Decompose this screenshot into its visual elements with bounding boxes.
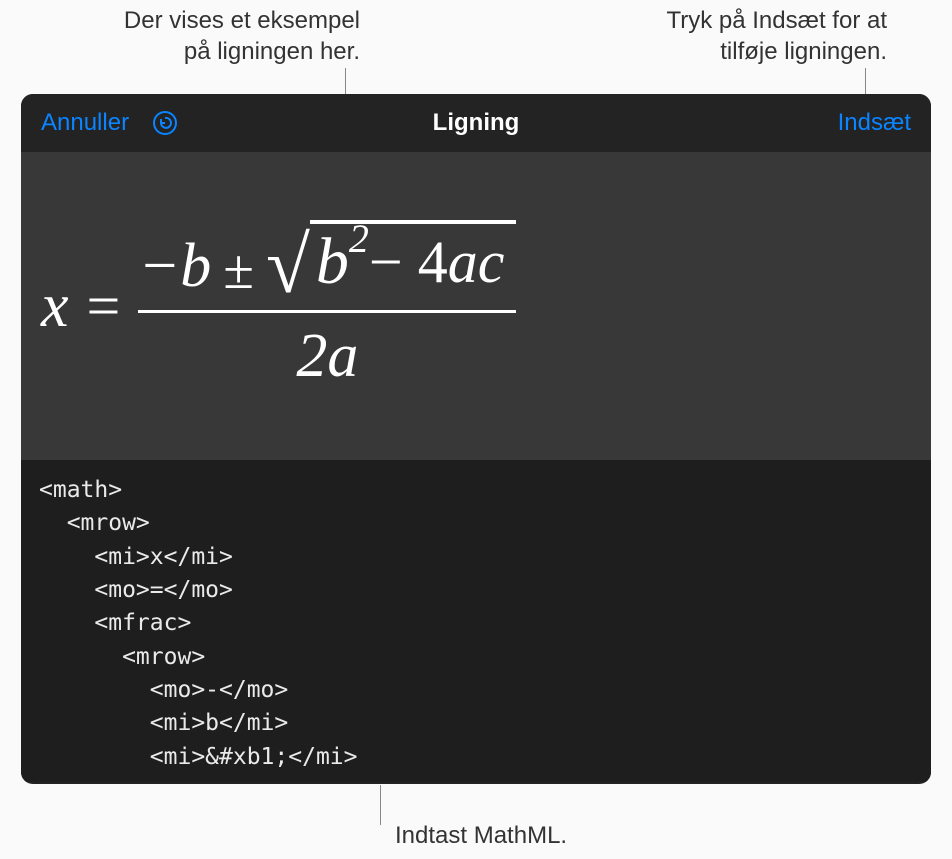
dialog-title: Ligning xyxy=(433,109,520,137)
dialog-header: Annuller Ligning Indsæt xyxy=(21,94,931,152)
eq-numerator: −b ± √ b2 − 4ac xyxy=(138,220,516,310)
eq-fraction: −b ± √ b2 − 4ac 2a xyxy=(138,220,516,392)
undo-icon[interactable] xyxy=(151,109,179,137)
cancel-button[interactable]: Annuller xyxy=(41,109,129,137)
equation-preview: x = −b ± √ b2 − 4ac xyxy=(21,152,931,460)
insert-button[interactable]: Indsæt xyxy=(838,109,911,137)
mathml-input[interactable]: <math> <mrow> <mi>x</mi> <mo>=</mo> <mfr… xyxy=(21,460,931,782)
eq-b2: b xyxy=(316,224,349,300)
eq-denominator: 2a xyxy=(296,313,358,392)
eq-exponent: 2 xyxy=(349,215,369,262)
eq-sqrt: √ b2 − 4ac xyxy=(266,220,516,302)
eq-minus4: − 4 xyxy=(369,229,448,295)
eq-equals: = xyxy=(87,272,121,341)
eq-neg: − xyxy=(138,232,180,300)
callout-preview: Der vises et eksempelpå ligningen her. xyxy=(80,5,360,67)
callout-input: Indtast MathML. xyxy=(395,820,567,851)
eq-ac: ac xyxy=(448,229,505,295)
callout-insert: Tryk på Indsæt for attilføje ligningen. xyxy=(577,5,887,67)
callout-line xyxy=(380,785,381,825)
eq-plusminus: ± xyxy=(217,238,260,302)
eq-variable-x: x xyxy=(41,271,69,342)
eq-b: b xyxy=(180,232,211,300)
equation-dialog: Annuller Ligning Indsæt x = −b ± xyxy=(21,94,931,784)
equation-render: x = −b ± √ b2 − 4ac xyxy=(41,220,516,392)
